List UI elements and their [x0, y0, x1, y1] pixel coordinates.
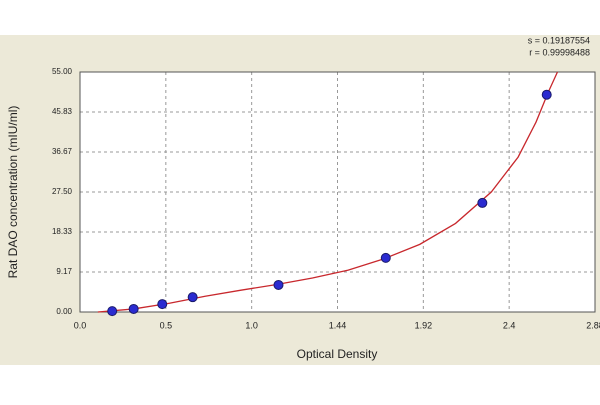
y-tick-label: 18.33 [52, 227, 73, 236]
data-point [273, 279, 284, 290]
data-point [477, 197, 488, 208]
x-tick-label: 1.44 [329, 320, 347, 330]
data-point [187, 292, 198, 303]
plot-frame [79, 71, 596, 313]
y-tick-label: 55.00 [52, 67, 73, 76]
x-tick-label: 0.5 [160, 320, 173, 330]
y-tick-label: 0.00 [56, 307, 72, 316]
x-tick-label: 2.88 [586, 320, 600, 330]
y-axis-label: Rat DAO concentration (mIU/ml) [6, 106, 20, 279]
x-tick-label: 0.0 [74, 320, 87, 330]
annotation: r = 0.99998488 [529, 47, 590, 57]
data-point [380, 252, 391, 263]
y-tick-label: 45.83 [52, 107, 73, 116]
annotation: s = 0.19187554 [528, 35, 590, 45]
y-tick-label: 9.17 [56, 267, 72, 276]
y-tick-label: 27.50 [52, 187, 73, 196]
x-tick-label: 2.4 [503, 320, 516, 330]
x-axis-label: Optical Density [297, 347, 378, 361]
fit-curve [97, 71, 559, 313]
data-point [128, 303, 139, 314]
x-tick-label: 1.92 [415, 320, 433, 330]
data-point [541, 89, 552, 100]
y-tick-label: 36.67 [52, 147, 73, 156]
data-point [107, 306, 118, 317]
x-tick-label: 1.0 [245, 320, 258, 330]
data-point [157, 299, 168, 310]
